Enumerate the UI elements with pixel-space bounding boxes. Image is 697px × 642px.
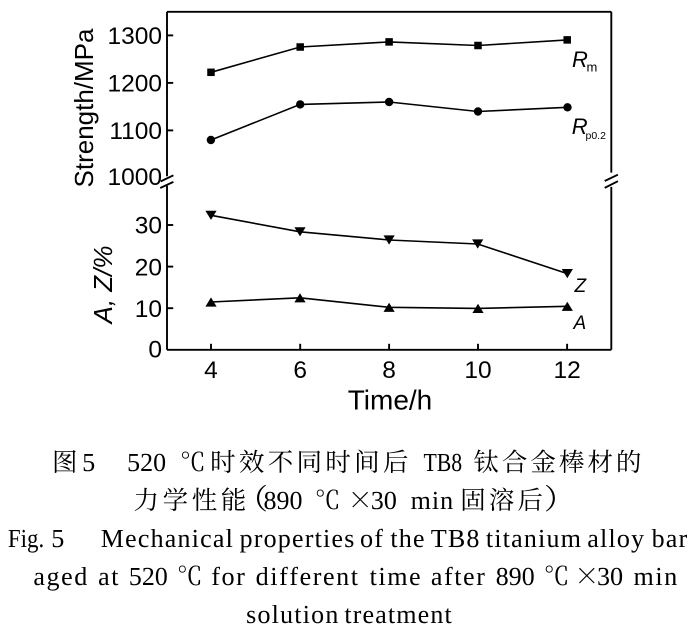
- svg-text:12: 12: [553, 357, 580, 384]
- svg-text:1300: 1300: [107, 23, 162, 50]
- svg-text:20: 20: [135, 254, 162, 281]
- svg-text:R: R: [572, 47, 588, 72]
- svg-text:10: 10: [464, 357, 491, 384]
- svg-text:1200: 1200: [107, 71, 162, 98]
- svg-text:Strength/MPa: Strength/MPa: [69, 28, 99, 188]
- svg-text:Z: Z: [574, 276, 588, 297]
- svg-text:1100: 1100: [109, 118, 162, 145]
- svg-text:4: 4: [204, 357, 218, 384]
- svg-text:p0.2: p0.2: [586, 130, 607, 142]
- svg-text:30: 30: [135, 213, 162, 240]
- svg-text:R: R: [572, 114, 588, 139]
- svg-text:1000: 1000: [107, 164, 162, 191]
- svg-text:A: A: [573, 313, 587, 334]
- svg-text:8: 8: [382, 357, 396, 384]
- svg-text:Time/h: Time/h: [348, 385, 433, 416]
- svg-text:0: 0: [148, 336, 162, 363]
- svg-text:A, Z/%: A, Z/%: [88, 245, 118, 325]
- svg-text:m: m: [587, 59, 598, 74]
- svg-text:10: 10: [135, 296, 162, 323]
- svg-text:6: 6: [293, 357, 307, 384]
